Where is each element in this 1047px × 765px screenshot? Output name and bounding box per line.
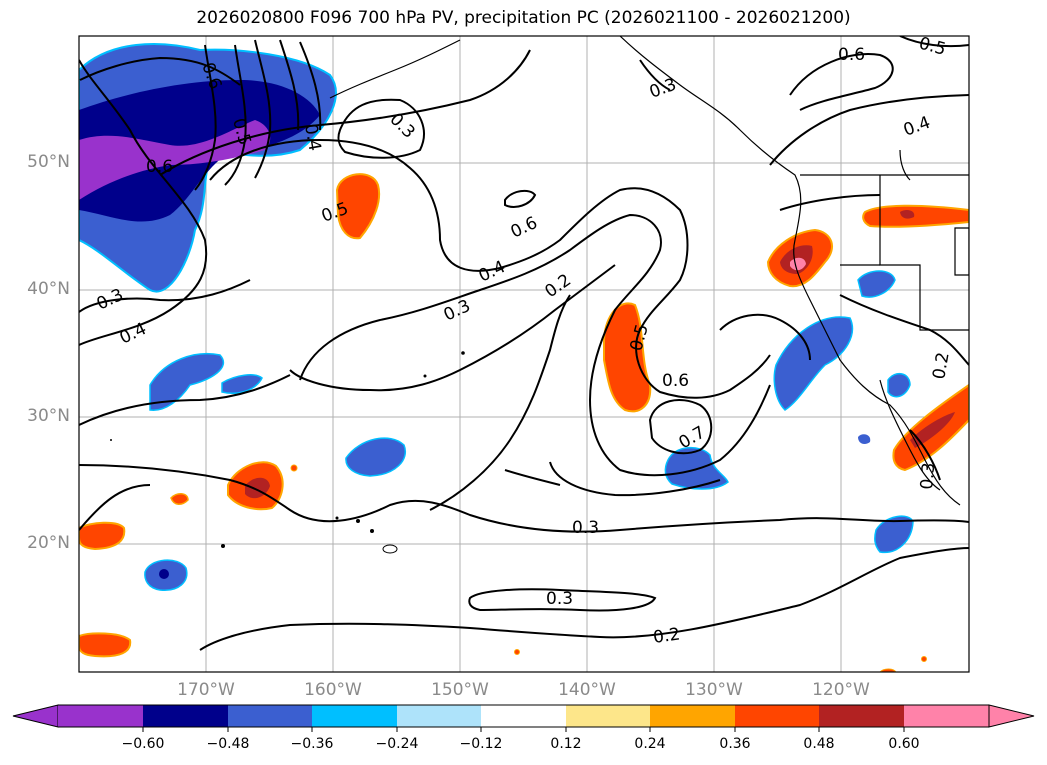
colorbar-tick-label: −0.24 [375, 736, 419, 752]
contour-label: 0.2 [929, 351, 953, 381]
colorbar-tick-label: −0.60 [121, 736, 165, 752]
colorbar-tick-label: −0.36 [290, 736, 334, 752]
colorbar-swatch [228, 705, 312, 727]
colorbar-tick-label: 0.48 [803, 736, 835, 752]
colorbar-swatch [735, 705, 819, 727]
lon-label: 140°W [558, 680, 616, 700]
lon-label: 150°W [431, 680, 489, 700]
colorbar-swatch [566, 705, 650, 727]
lat-label: 40°N [27, 279, 70, 299]
contour-label: 0.5 [917, 34, 948, 60]
pv-contours [79, 36, 969, 651]
contour-label: 0.6 [146, 157, 173, 177]
colorbar-swatch [58, 705, 143, 727]
colorbar-swatch [312, 705, 397, 727]
contour-label: 0.6 [662, 371, 689, 391]
colorbar-extend-left [12, 704, 59, 728]
contour-label: 0.3 [917, 462, 939, 491]
map-title: 2026020800 F096 700 hPa PV, precipitatio… [196, 8, 851, 28]
positive-precip-regions [79, 173, 969, 672]
colorbar-swatch [481, 705, 566, 727]
colorbar-extend-right [988, 704, 1035, 728]
colorbar-swatch [904, 705, 989, 727]
lon-label: 120°W [812, 680, 870, 700]
colorbar [12, 704, 1035, 732]
contour-label: 0.3 [572, 518, 599, 538]
lon-label: 160°W [304, 680, 362, 700]
colorbar-swatch [143, 705, 228, 727]
coastlines [329, 36, 969, 506]
lat-label: 30°N [27, 406, 70, 426]
colorbar-swatch [819, 705, 904, 727]
colorbar-tick-label: 0.12 [550, 736, 582, 752]
colorbar-tick-label: 0.36 [719, 736, 751, 752]
lon-label: 170°W [177, 680, 235, 700]
colorbar-tick-label: −0.12 [459, 736, 503, 752]
lon-label: 130°W [685, 680, 743, 700]
colorbar-tick-label: 0.24 [634, 736, 666, 752]
map-frame [78, 35, 970, 673]
contour-label: 0.2 [652, 624, 682, 648]
lat-label: 50°N [27, 152, 70, 172]
colorbar-swatch [397, 705, 481, 727]
islands [110, 351, 465, 554]
colorbar-tick-label: 0.60 [888, 736, 920, 752]
contour-label: 0.4 [300, 122, 324, 152]
colorbar-tick-label: −0.48 [206, 736, 250, 752]
contour-label: 0.3 [546, 589, 573, 609]
gridlines [79, 36, 969, 672]
contour-label: 0.6 [838, 45, 865, 65]
lat-label: 20°N [27, 533, 70, 553]
colorbar-swatch [650, 705, 735, 727]
